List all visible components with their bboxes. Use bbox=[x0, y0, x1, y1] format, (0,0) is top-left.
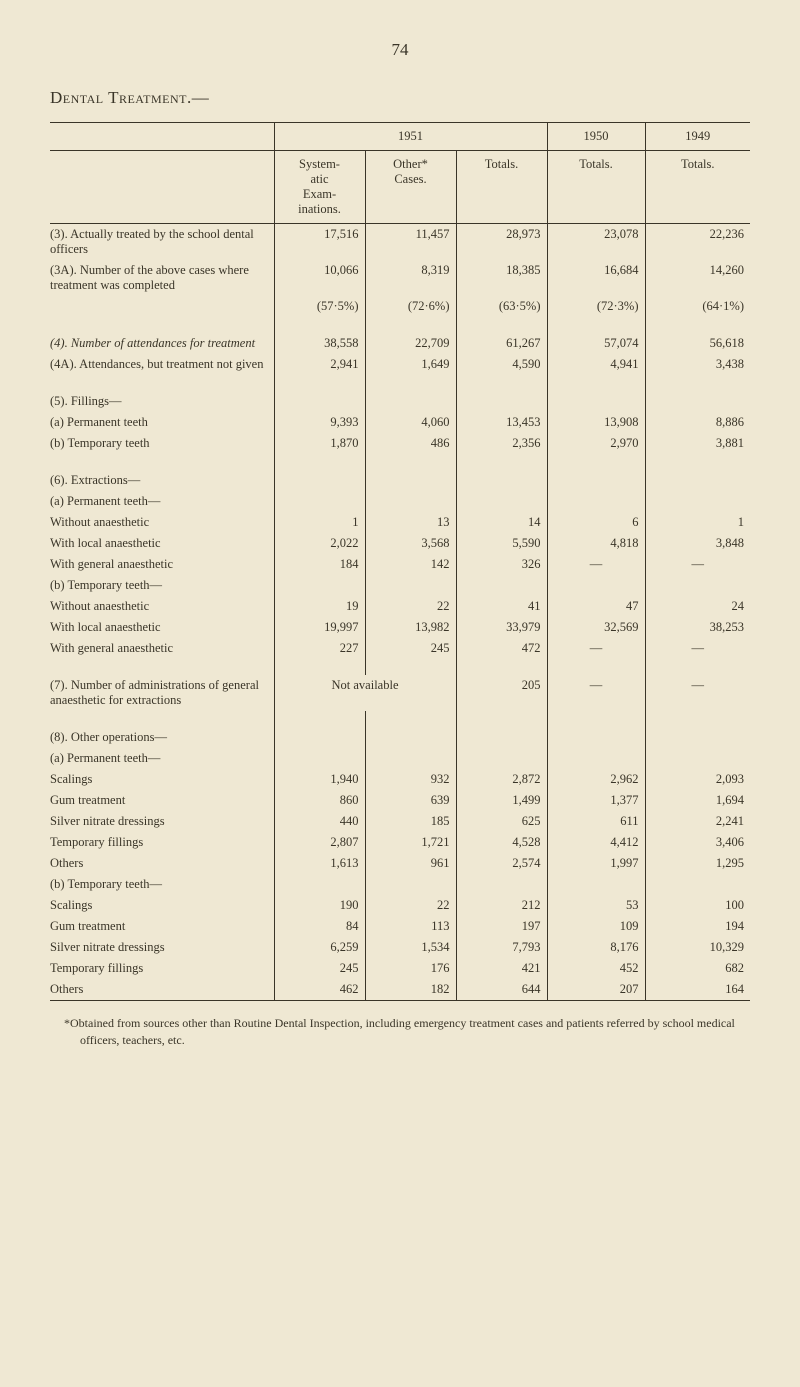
table-row: Without anaesthetic 19 22 41 47 24 bbox=[50, 596, 750, 617]
header-1951: 1951 bbox=[274, 123, 547, 151]
table-row: (3A). Number of the above cases where tr… bbox=[50, 260, 750, 296]
table-row: (a) Permanent teeth— bbox=[50, 748, 750, 769]
table-row: (a) Permanent teeth 9,393 4,060 13,453 1… bbox=[50, 412, 750, 433]
table-row: Gum treatment8606391,4991,3771,694 bbox=[50, 790, 750, 811]
table-row: (4). Number of attendances for treatment… bbox=[50, 333, 750, 354]
header-1949: 1949 bbox=[645, 123, 750, 151]
table-row: Others462182644207164 bbox=[50, 979, 750, 1001]
header-totals: Totals. bbox=[456, 151, 547, 224]
dental-treatment-table: 1951 1950 1949 System- atic Exam- inatio… bbox=[50, 122, 750, 1001]
page-title: Dental Treatment.— bbox=[50, 88, 750, 108]
table-row: Scalings1902221253100 bbox=[50, 895, 750, 916]
table-row: With general anaesthetic 227 245 472 — — bbox=[50, 638, 750, 659]
header-totals-49: Totals. bbox=[645, 151, 750, 224]
table-row: (57·5%) (72·6%) (63·5%) (72·3%) (64·1%) bbox=[50, 296, 750, 317]
table-row: With local anaesthetic 19,997 13,982 33,… bbox=[50, 617, 750, 638]
page-number: 74 bbox=[50, 40, 750, 60]
table-row: Scalings1,9409322,8722,9622,093 bbox=[50, 769, 750, 790]
table-row: (b) Temporary teeth 1,870 486 2,356 2,97… bbox=[50, 433, 750, 454]
table-row: Without anaesthetic 1 13 14 6 1 bbox=[50, 512, 750, 533]
table-row: (5). Fillings— bbox=[50, 391, 750, 412]
table-row: (7). Number of administrations of genera… bbox=[50, 675, 750, 711]
table-row: (b) Temporary teeth— bbox=[50, 874, 750, 895]
table-row: (4A). Attendances, but treatment not giv… bbox=[50, 354, 750, 375]
table-row: Temporary fillings2,8071,7214,5284,4123,… bbox=[50, 832, 750, 853]
header-1950: 1950 bbox=[547, 123, 645, 151]
table-row: (b) Temporary teeth— bbox=[50, 575, 750, 596]
table-row: (6). Extractions— bbox=[50, 470, 750, 491]
table-row: Gum treatment84113197109194 bbox=[50, 916, 750, 937]
table-row: With local anaesthetic 2,022 3,568 5,590… bbox=[50, 533, 750, 554]
table-row: Silver nitrate dressings4401856256112,24… bbox=[50, 811, 750, 832]
table-row: (3). Actually treated by the school dent… bbox=[50, 224, 750, 261]
header-other: Other* Cases. bbox=[365, 151, 456, 224]
table-row: (8). Other operations— bbox=[50, 727, 750, 748]
table-row: Temporary fillings245176421452682 bbox=[50, 958, 750, 979]
table-row: Silver nitrate dressings6,2591,5347,7938… bbox=[50, 937, 750, 958]
table-row: With general anaesthetic 184 142 326 — — bbox=[50, 554, 750, 575]
header-systematic: System- atic Exam- inations. bbox=[274, 151, 365, 224]
footnote: *Obtained from sources other than Routin… bbox=[50, 1015, 750, 1049]
table-row: (a) Permanent teeth— bbox=[50, 491, 750, 512]
header-totals-50: Totals. bbox=[547, 151, 645, 224]
table-row: Others1,6139612,5741,9971,295 bbox=[50, 853, 750, 874]
